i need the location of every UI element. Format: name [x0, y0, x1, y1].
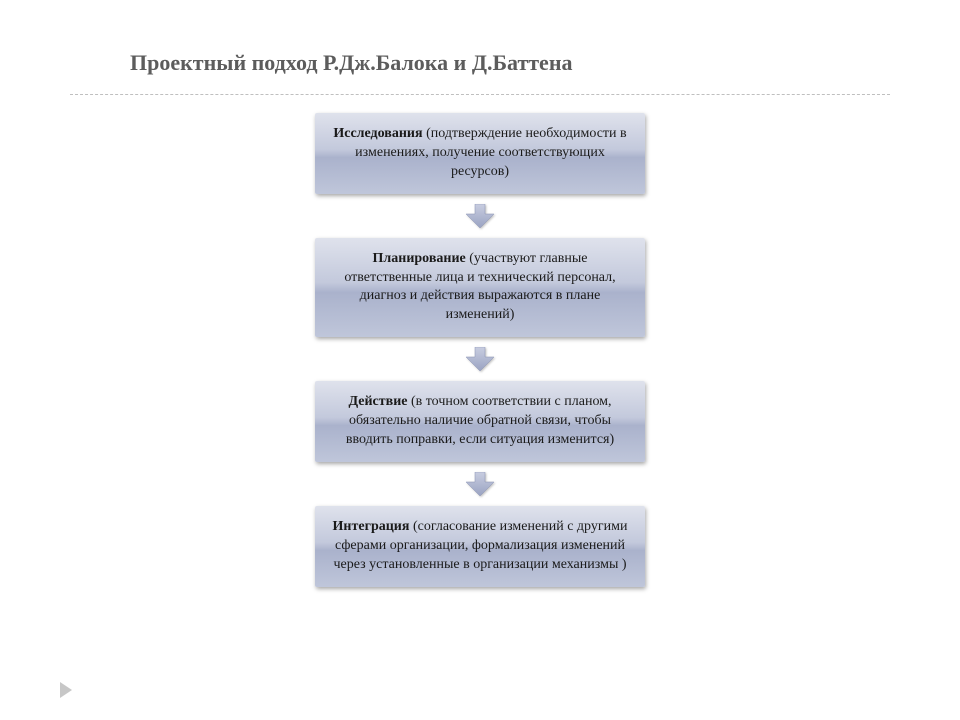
step-bold: Действие	[348, 394, 407, 409]
step-box-4: Интеграция (согласование изменений с дру…	[315, 506, 645, 587]
step-text: Действие (в точном соответствии с планом…	[331, 393, 629, 450]
arrow-down-icon	[466, 345, 494, 373]
step-box-2: Планирование (участвуют главные ответств…	[315, 238, 645, 338]
step-bold: Интеграция	[333, 519, 410, 534]
step-text: Планирование (участвуют главные ответств…	[331, 250, 629, 326]
arrow-down-icon	[466, 470, 494, 498]
slide: Проектный подход Р.Дж.Балока и Д.Баттена…	[0, 0, 960, 720]
page-title: Проектный подход Р.Дж.Балока и Д.Баттена	[70, 50, 890, 76]
arrow-down-icon	[466, 202, 494, 230]
step-box-1: Исследования (подтверждение необходимост…	[315, 113, 645, 194]
step-box-3: Действие (в точном соответствии с планом…	[315, 381, 645, 462]
step-text: Исследования (подтверждение необходимост…	[331, 125, 629, 182]
slide-marker-icon	[60, 682, 72, 698]
flowchart: Исследования (подтверждение необходимост…	[70, 113, 890, 587]
step-bold: Планирование	[373, 251, 466, 266]
divider	[70, 94, 890, 95]
step-text: Интеграция (согласование изменений с дру…	[331, 518, 629, 575]
step-bold: Исследования	[333, 126, 422, 141]
